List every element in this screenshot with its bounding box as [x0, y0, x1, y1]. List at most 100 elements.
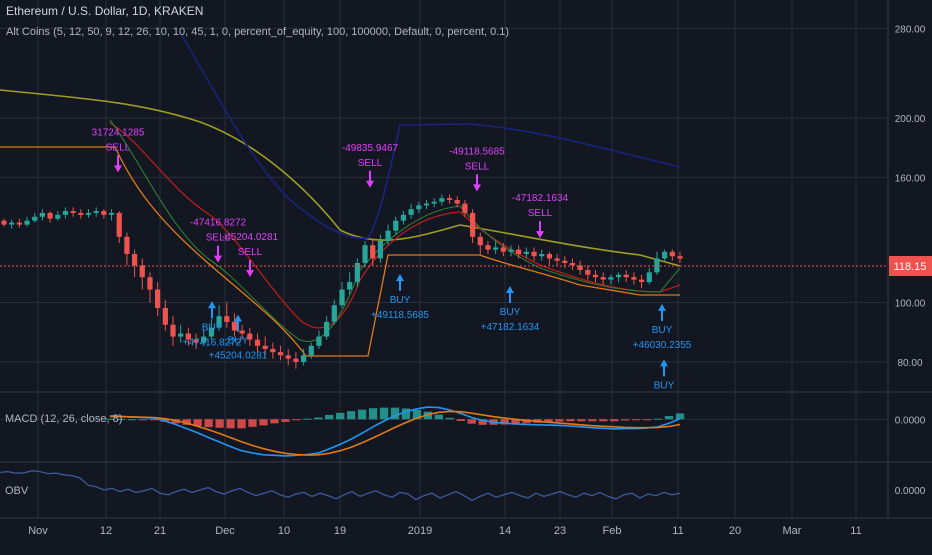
macd-histogram-bar	[642, 419, 652, 421]
sell-arrow-head	[536, 231, 544, 239]
sell-arrow-head	[473, 184, 481, 192]
macd-label: MACD (12, 26, close, 8)	[5, 413, 123, 425]
buy-value-label: +45204.0281	[209, 351, 268, 362]
candle-body	[654, 258, 660, 273]
sell-arrow-head	[114, 165, 122, 173]
x-tick-label: 2019	[408, 525, 432, 537]
candle-body	[162, 307, 168, 325]
candle-body	[239, 330, 245, 334]
macd-histogram-bar	[423, 411, 433, 420]
macd-histogram-bar	[270, 419, 279, 424]
obv-label: OBV	[5, 485, 29, 497]
candle-body	[170, 324, 176, 337]
sell-arrow-head	[366, 180, 374, 188]
buy-value-label: +49118.5685	[371, 310, 429, 321]
buy-label: BUY	[500, 307, 521, 318]
macd-histogram-bar	[292, 419, 301, 421]
candle-body	[85, 212, 92, 215]
buy-label: BUY	[390, 295, 411, 306]
x-tick-label: 10	[278, 525, 290, 537]
candle-body	[477, 236, 483, 246]
price-tag-box	[889, 256, 932, 276]
macd-histogram-bar	[401, 408, 411, 420]
x-tick-label: 19	[334, 525, 346, 537]
macd-histogram-bar	[478, 419, 487, 425]
moving-averages	[0, 31, 681, 357]
candle-body	[577, 265, 583, 270]
candle-body	[178, 333, 184, 337]
buy-arrow-head	[234, 314, 242, 322]
candle-body	[70, 211, 76, 213]
candle-body	[224, 316, 230, 322]
sell-value-label: -47182.1634	[512, 193, 569, 204]
macd-histogram-bar	[259, 419, 268, 426]
chart-header: Ethereum / U.S. Dollar, 1D, KRAKEN Alt C…	[6, 4, 509, 38]
obv-tick-label: 0.0000	[895, 486, 926, 497]
symbol-title: Ethereum / U.S. Dollar, 1D, KRAKEN	[6, 4, 204, 18]
candle-body	[631, 277, 637, 280]
candle-body	[216, 316, 222, 328]
candle-body	[569, 263, 576, 266]
candle-body	[516, 249, 522, 254]
macd-histogram-bar	[456, 419, 465, 422]
x-tick-label: Nov	[28, 525, 48, 537]
candle-body	[62, 211, 69, 215]
macd-histogram-bar	[631, 419, 641, 421]
x-tick-label: 23	[554, 525, 566, 537]
ma-red-line	[109, 122, 681, 329]
axes: 280.00 200.00 160.00 100.00 80.00 Nov 12 21 Dec 1…	[0, 0, 932, 537]
macd-histogram-bar	[390, 407, 400, 420]
candle-body	[347, 282, 353, 290]
candle-body	[324, 321, 330, 337]
candle-body	[32, 216, 38, 221]
macd-histogram-bar	[555, 419, 564, 422]
buy-value-label: +46030.2355	[633, 340, 692, 351]
candle-body	[554, 258, 560, 261]
candle-body	[254, 339, 261, 346]
x-tick-label: Feb	[603, 525, 622, 537]
obv-pane	[0, 470, 681, 502]
macd-histogram-bar	[116, 418, 126, 420]
ma-navy-line	[179, 31, 681, 239]
ma-olive-line	[0, 89, 681, 267]
macd-histogram-bar	[171, 419, 180, 424]
buy-arrow-head	[660, 359, 668, 367]
candle-body	[454, 199, 460, 204]
sell-arrow-head	[246, 270, 254, 278]
macd-histogram-bar	[522, 419, 531, 424]
buy-arrow-head	[506, 286, 514, 294]
candle-body	[592, 274, 599, 278]
candle-body	[124, 236, 130, 254]
buy-label: BUY	[228, 336, 249, 347]
candle-body	[508, 249, 514, 252]
macd-histogram-bar	[138, 419, 148, 421]
macd-histogram-bar	[445, 417, 454, 420]
macd-histogram-bar	[368, 408, 378, 420]
candle-body	[408, 209, 414, 215]
study-label: Alt Coins (5, 12, 50, 9, 12, 26, 10, 10,…	[6, 26, 510, 38]
buy-arrow-head	[208, 301, 216, 309]
macd-histogram-bar	[664, 416, 674, 420]
macd-histogram-bar	[127, 419, 137, 421]
x-tick-label: 21	[154, 525, 166, 537]
grid	[0, 0, 888, 518]
candle-body	[423, 203, 430, 206]
macd-histogram-bar	[467, 419, 476, 424]
buy-value-label: +47416.8272	[183, 337, 242, 348]
candle-body	[400, 214, 407, 221]
candle-body	[93, 211, 99, 213]
sell-label: SELL	[206, 233, 231, 244]
y-tick-label: 80.00	[897, 358, 922, 369]
y-tick-label: 100.00	[895, 299, 926, 310]
candle-body	[24, 220, 30, 225]
candle-body	[139, 265, 145, 278]
candle-body	[662, 251, 668, 259]
candle-body	[108, 212, 115, 215]
sell-arrow-head	[214, 255, 222, 263]
candle-body	[669, 251, 675, 257]
sell-label: SELL	[528, 208, 553, 219]
macd-pane	[0, 406, 888, 457]
x-tick-label: Mar	[783, 525, 802, 537]
candle-body	[362, 245, 368, 264]
